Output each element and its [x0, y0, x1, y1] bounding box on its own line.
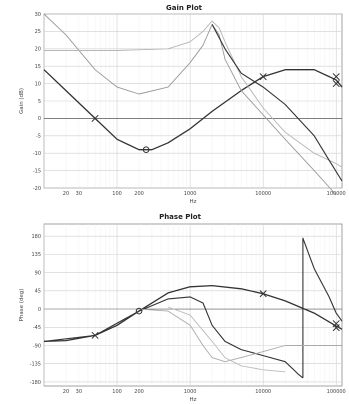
- gain-plot-y-tick-label: -10: [33, 151, 41, 157]
- gain-plot-y-tick-label: 15: [35, 64, 41, 70]
- phase-plot-x-tick-label: 100: [112, 389, 122, 395]
- gain-plot-x-tick-label: 100: [112, 191, 122, 197]
- phase-plot-y-tick-label: 180: [31, 234, 41, 240]
- phase-plot-x-tick-label: 100000: [327, 389, 346, 395]
- phase-plot-x-tick-label: 10000: [255, 389, 271, 395]
- phase-plot: Phase Plot 20 30 100 200 1000 10000 100000 180…: [19, 213, 346, 403]
- phase-plot-y-tick-label: 0: [38, 307, 41, 313]
- phase-plot-title: Phase Plot: [159, 213, 202, 221]
- gain-plot-x-ticks: 20 30 100 200 1000 10000 100000: [63, 191, 346, 197]
- gain-plot-y-tick-label: -20: [33, 186, 41, 192]
- gain-plot-y-tick-label: 0: [38, 116, 41, 122]
- gain-plot-y-tick-label: -5: [36, 134, 41, 140]
- phase-plot-y-tick-label: 45: [35, 289, 41, 295]
- gain-plot-y-tick-label: 25: [35, 29, 41, 35]
- gain-plot-y-tick-label: 20: [35, 47, 41, 53]
- gain-plot-y-axis-label: Gain (dB): [19, 88, 25, 114]
- gain-plot-x-tick-label: 1000: [184, 191, 197, 197]
- gain-plot-x-tick-label: 200: [134, 191, 144, 197]
- phase-plot-x-ticks: 20 30 100 200 1000 10000 100000: [63, 389, 346, 395]
- phase-plot-y-axis-label: Phase (deg): [19, 289, 25, 322]
- phase-plot-y-ticks: 180 135 90 45 0 -45 -90 -135 -180: [30, 234, 41, 386]
- phase-plot-y-tick-label: -45: [33, 325, 41, 331]
- phase-plot-x-tick-label: 1000: [184, 389, 197, 395]
- phase-plot-x-tick-label: 200: [134, 389, 144, 395]
- phase-plot-y-tick-label: -90: [33, 343, 41, 349]
- gain-plot-y-tick-label: 10: [35, 81, 41, 87]
- gain-plot-y-tick-label: -15: [33, 168, 41, 174]
- gain-plot-x-tick-label: 10000: [255, 191, 271, 197]
- gain-plot-y-tick-label: 30: [35, 12, 41, 18]
- phase-plot-x-axis-label: Hz: [189, 397, 196, 403]
- phase-plot-y-tick-label: -135: [30, 362, 41, 368]
- gain-plot-y-tick-label: 5: [38, 99, 41, 105]
- phase-plot-y-tick-label: 90: [35, 270, 41, 276]
- gain-plot: Gain Plot 20 30 100 200 1000 10000 100000 3025…: [19, 4, 346, 205]
- gain-plot-x-tick-label: 30: [76, 191, 82, 197]
- phase-plot-frame: [44, 224, 342, 386]
- gain-plot-y-ticks: 30 25 20 15 10 5 0 -5 -10 -15 -20: [33, 12, 41, 192]
- gain-plot-title: Gain Plot: [166, 4, 203, 12]
- gain-plot-x-tick-label: 20: [63, 191, 69, 197]
- gain-plot-x-tick-label: 100000: [327, 191, 346, 197]
- phase-plot-x-tick-label: 20: [63, 389, 69, 395]
- phase-plot-y-tick-label: -180: [30, 380, 41, 386]
- phase-plot-y-tick-label: 135: [31, 252, 41, 258]
- gain-plot-x-axis-label: Hz: [189, 199, 196, 205]
- phase-plot-x-tick-label: 30: [76, 389, 82, 395]
